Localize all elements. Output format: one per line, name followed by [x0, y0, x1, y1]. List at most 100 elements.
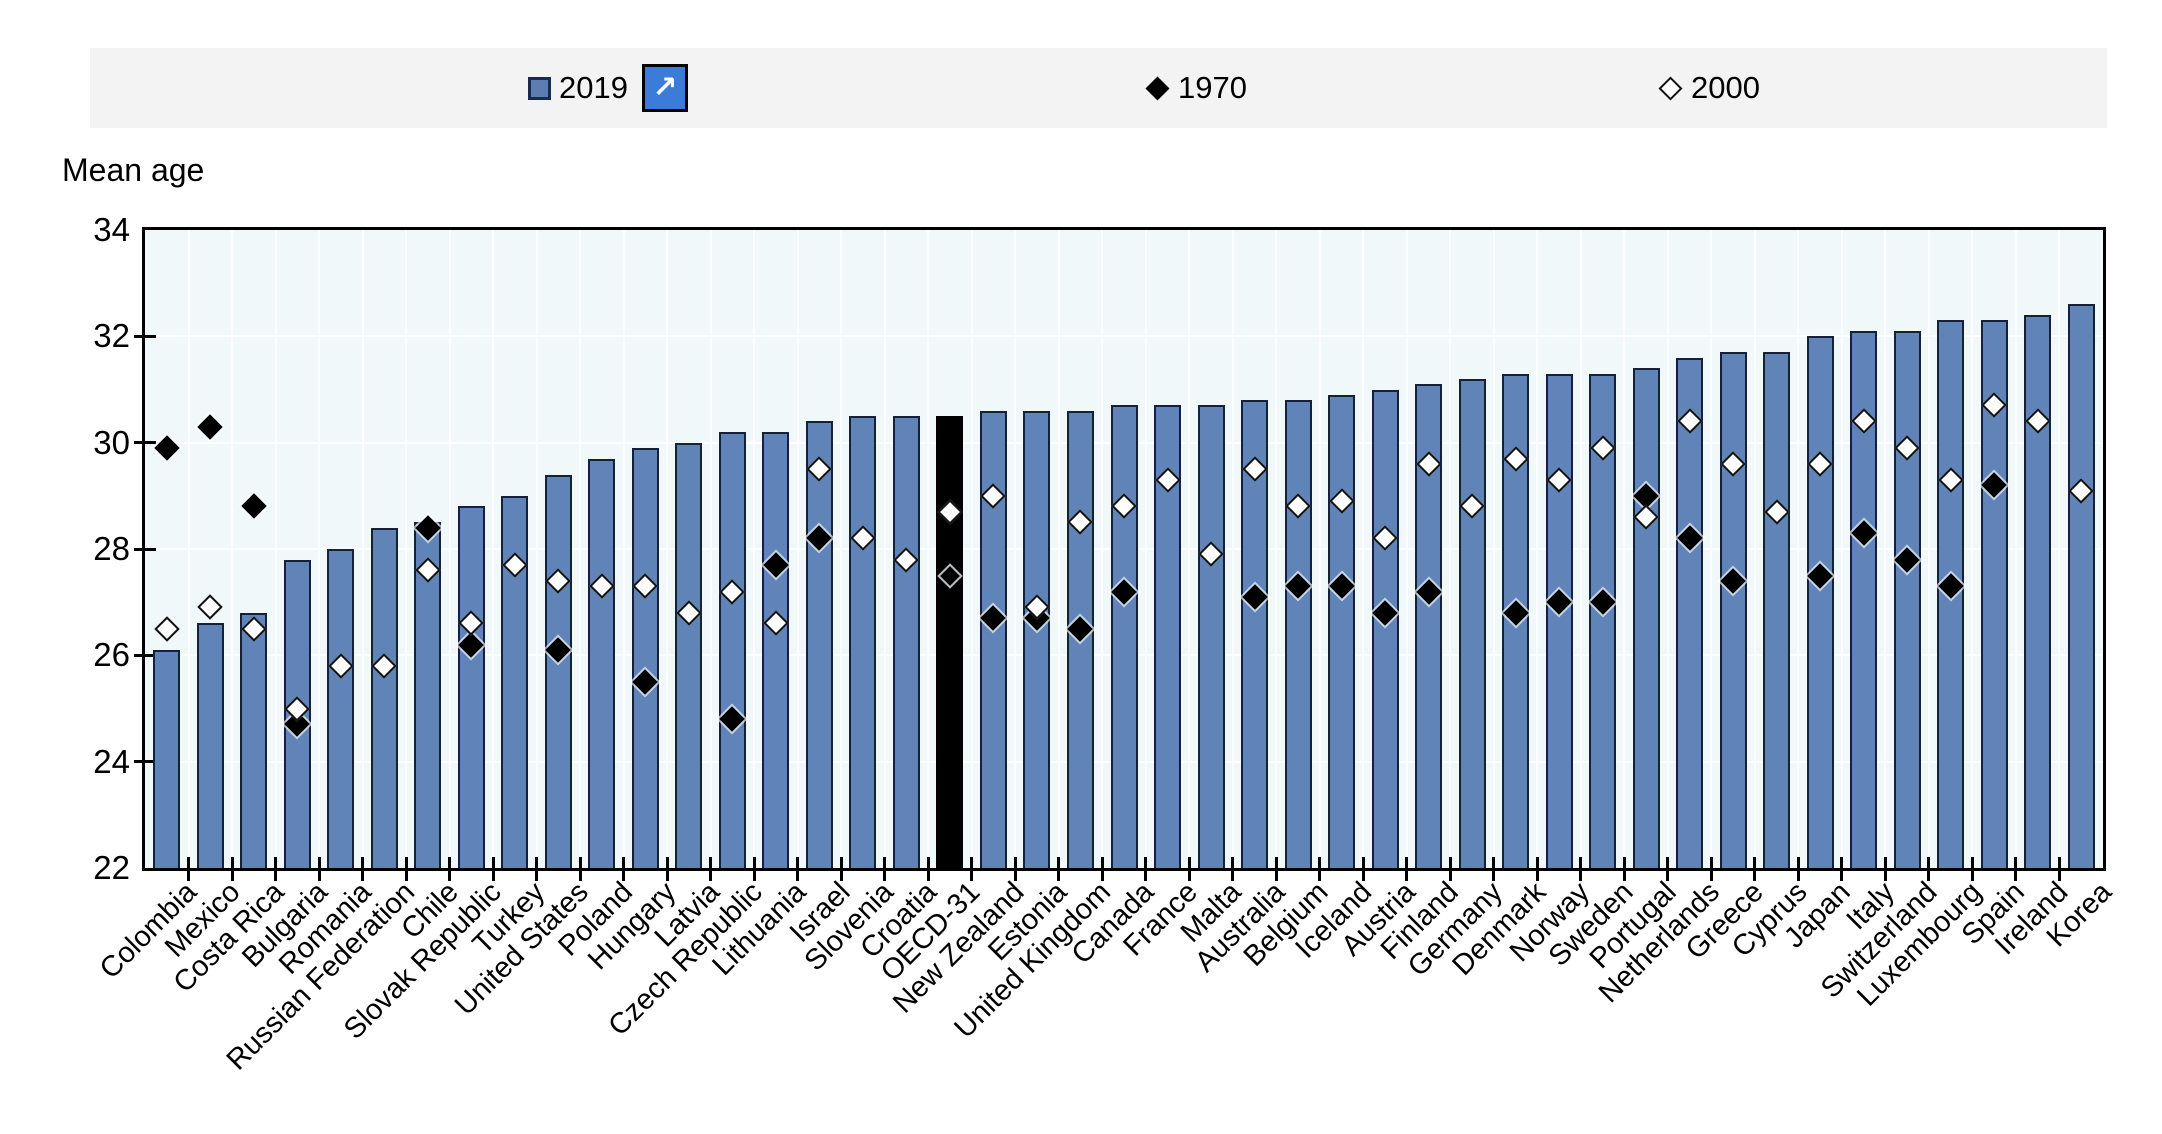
bar-norway[interactable] — [1545, 373, 1573, 868]
bar-portugal[interactable] — [1632, 368, 1660, 868]
column-separator — [622, 230, 625, 868]
x-axis-tick — [317, 857, 321, 881]
x-axis-tick — [1231, 857, 1235, 881]
x-axis-tick — [709, 857, 713, 881]
x-axis-tick — [1883, 857, 1887, 881]
column-separator — [1318, 230, 1321, 868]
bar-austria[interactable] — [1371, 389, 1399, 868]
bar-israel[interactable] — [805, 421, 833, 868]
x-axis-tick — [578, 857, 582, 881]
x-axis-tick — [970, 857, 974, 881]
gridline-y-32 — [145, 335, 2103, 338]
marker-2000-mexico[interactable] — [197, 594, 223, 621]
x-axis-tick — [1666, 857, 1670, 881]
bar-croatia[interactable] — [892, 416, 920, 868]
column-separator — [2014, 230, 2017, 868]
column-separator — [1797, 230, 1800, 868]
bar-belgium[interactable] — [1284, 400, 1312, 868]
marker-1970-colombia[interactable] — [154, 435, 180, 461]
x-axis-tick — [1187, 857, 1191, 881]
bar-slovak-republic[interactable] — [457, 506, 485, 868]
column-separator — [492, 230, 495, 868]
bar-czech-republic[interactable] — [718, 432, 746, 868]
bar-united-states[interactable] — [544, 474, 572, 868]
column-separator — [187, 230, 190, 868]
legend-item-1970[interactable]: 1970 — [1145, 70, 1247, 106]
legend-label-2019: 2019 — [559, 70, 628, 105]
x-axis-tick — [1057, 857, 1061, 881]
bar-switzerland[interactable] — [1893, 331, 1921, 868]
column-separator — [1057, 230, 1060, 868]
x-axis-tick — [752, 857, 756, 881]
bar-estonia[interactable] — [1023, 410, 1051, 868]
x-axis-tick — [883, 857, 887, 881]
bar-romania[interactable] — [327, 549, 355, 868]
bar-hungary[interactable] — [631, 447, 659, 868]
column-separator — [274, 230, 277, 868]
x-axis-tick — [1492, 857, 1496, 881]
column-separator — [535, 230, 538, 868]
bar-chile[interactable] — [414, 522, 442, 868]
x-axis-tick — [1709, 857, 1713, 881]
marker-2000-colombia[interactable] — [154, 616, 180, 642]
column-separator — [405, 230, 408, 868]
column-separator — [927, 230, 930, 868]
bar-greece[interactable] — [1719, 352, 1747, 868]
column-separator — [709, 230, 712, 868]
column-separator — [1101, 230, 1104, 868]
column-separator — [1666, 230, 1669, 868]
bar-costa-rica[interactable] — [240, 612, 268, 868]
column-separator — [970, 230, 973, 868]
bar-poland[interactable] — [588, 458, 616, 868]
legend: 2019 ↗ 1970 2000 — [90, 48, 2107, 128]
y-axis-label-34: 34 — [93, 211, 130, 248]
bar-slovenia[interactable] — [849, 416, 877, 868]
x-axis-tick — [796, 857, 800, 881]
marker-1970-mexico[interactable] — [197, 413, 223, 440]
marker-1970-costa-rica[interactable] — [241, 493, 267, 520]
column-separator — [1579, 230, 1582, 868]
x-axis-tick — [1144, 857, 1148, 881]
bar-mexico[interactable] — [196, 623, 224, 868]
x-axis-tick — [622, 857, 626, 881]
bar-korea[interactable] — [2067, 304, 2095, 868]
bar-cyprus[interactable] — [1763, 352, 1791, 868]
column-separator — [1275, 230, 1278, 868]
x-axis-tick — [1100, 857, 1104, 881]
x-axis-tick — [187, 857, 190, 881]
x-axis-tick — [1274, 857, 1278, 881]
column-separator — [883, 230, 886, 868]
bar-japan[interactable] — [1806, 336, 1834, 868]
bar-latvia[interactable] — [675, 442, 703, 868]
bar-ireland[interactable] — [2024, 315, 2052, 868]
bar-new-zealand[interactable] — [979, 410, 1007, 868]
x-axis-tick — [274, 857, 278, 881]
expand-chart-button[interactable]: ↗ — [641, 64, 688, 112]
y-axis-title: Mean age — [62, 152, 205, 188]
x-axis-tick — [491, 857, 495, 881]
bar-russian-federation[interactable] — [370, 527, 398, 868]
column-separator — [2058, 230, 2061, 868]
bar-canada[interactable] — [1110, 405, 1138, 868]
x-axis-tick — [361, 857, 365, 881]
arrow-up-right-icon: ↗ — [652, 70, 678, 105]
bar-iceland[interactable] — [1328, 394, 1356, 868]
bar-colombia[interactable] — [153, 650, 181, 868]
legend-item-2019[interactable]: 2019 ↗ — [528, 64, 688, 112]
x-axis-tick — [1535, 857, 1539, 881]
x-axis-tick — [1840, 857, 1844, 881]
bar-netherlands[interactable] — [1676, 357, 1704, 868]
column-separator — [753, 230, 756, 868]
bar-lithuania[interactable] — [762, 432, 790, 868]
legend-item-2000[interactable]: 2000 — [1658, 70, 1760, 106]
bar-germany[interactable] — [1458, 378, 1486, 868]
legend-filled-diamond-icon — [1145, 75, 1170, 101]
x-axis-tick — [448, 857, 452, 881]
y-axis-label-26: 26 — [93, 636, 130, 674]
bar-oecd-31[interactable] — [936, 416, 964, 868]
x-axis-tick — [1579, 857, 1583, 881]
column-separator — [318, 230, 321, 868]
bar-malta[interactable] — [1197, 405, 1225, 868]
y-axis-tick-32 — [134, 334, 156, 338]
x-axis-tick — [230, 857, 234, 881]
